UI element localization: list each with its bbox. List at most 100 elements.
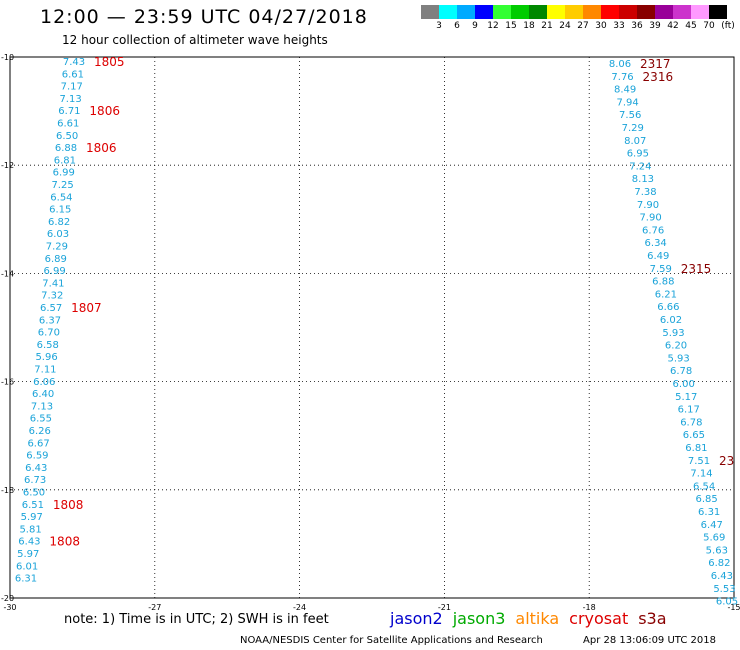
wave-height-value: 7.59 [650, 264, 672, 275]
legend-label: 70 [703, 21, 715, 31]
legend-swatch [493, 5, 511, 19]
wave-height-value: 5.53 [713, 584, 735, 595]
wave-height-value: 7.29 [622, 123, 644, 134]
map-border [9, 56, 735, 599]
wave-height-value: 6.58 [37, 340, 59, 351]
wave-height-value: 7.76 [611, 72, 633, 83]
wave-height-value: 6.31 [15, 574, 37, 585]
wave-height-value: 6.02 [660, 315, 682, 326]
legend-label: 6 [454, 21, 460, 31]
pass-time-label: 1807 [71, 301, 102, 315]
wave-height-value: 6.99 [53, 168, 75, 179]
wave-height-value: 6.66 [657, 302, 679, 313]
wave-height-value: 7.25 [51, 180, 73, 191]
wave-height-value: 6.95 [627, 149, 649, 160]
pass-time-label: 2317 [640, 57, 671, 71]
pass-time-label: 1805 [94, 55, 125, 69]
wave-height-value: 6.17 [678, 405, 700, 416]
wave-height-value: 7.24 [629, 161, 651, 172]
wave-height-value: 6.59 [26, 451, 48, 462]
legend-swatch [547, 5, 565, 19]
legend-label: 45 [685, 21, 697, 31]
legend-swatch [619, 5, 637, 19]
legend-label: 12 [487, 21, 499, 31]
wave-height-value: 6.20 [665, 341, 687, 352]
legend-label: 9 [472, 21, 478, 31]
wave-height-value: 6.65 [683, 430, 705, 441]
legend-label: 33 [613, 21, 625, 31]
wave-height-value: 6.01 [16, 561, 38, 572]
wave-height-value: 8.06 [609, 59, 631, 70]
pass-time-label: 23 [719, 454, 734, 468]
legend-swatch [601, 5, 619, 19]
wave-height-value: 7.41 [42, 278, 64, 289]
legend-swatch [457, 5, 475, 19]
lat-tick-label: -14 [1, 269, 14, 278]
wave-height-value: 6.88 [652, 277, 674, 288]
satellite-jason2: jason2 [390, 609, 443, 628]
pass-time-label: 2316 [643, 70, 674, 84]
legend-swatch [511, 5, 529, 19]
wave-height-value: 6.49 [647, 251, 669, 262]
wave-height-value: 6.81 [685, 443, 707, 454]
legend-label: 21 [541, 21, 553, 31]
wave-height-value: 6.31 [698, 507, 720, 518]
west-track: 7.436.617.177.136.716.616.506.886.816.99… [15, 55, 125, 585]
wave-height-value: 6.76 [642, 225, 664, 236]
lat-tick-label: -18 [1, 486, 14, 495]
wave-height-value: 6.05 [716, 597, 738, 608]
lon-tick-label: -15 [727, 603, 740, 612]
wave-height-value: 6.26 [29, 426, 51, 437]
wave-height-value: 6.61 [57, 119, 79, 130]
wave-height-value: 8.07 [624, 136, 646, 147]
lat-tick-label: -20 [1, 594, 14, 603]
map-title: 12:00 — 23:59 UTC 04/27/2018 [40, 6, 368, 28]
legend-label: 24 [559, 21, 571, 31]
wave-height-value: 6.21 [655, 289, 677, 300]
wave-height-value: 6.57 [40, 303, 62, 314]
wave-height-value: 6.43 [711, 571, 733, 582]
wave-height-value: 8.49 [614, 85, 636, 96]
wave-height-value: 6.61 [62, 69, 84, 80]
satellite-legend: jason2 jason3 altika cryosat s3a [390, 609, 677, 628]
wave-height-value: 6.15 [49, 205, 71, 216]
wave-height-value: 6.54 [50, 192, 72, 203]
lon-tick-label: -18 [583, 603, 596, 612]
wave-height-value: 6.82 [48, 217, 70, 228]
lon-tick-label: -27 [148, 603, 161, 612]
wave-height-value: 7.29 [46, 242, 68, 253]
legend-label: 27 [577, 21, 589, 31]
wave-height-value: 6.34 [645, 238, 667, 249]
wave-height-value: 6.99 [43, 266, 65, 277]
wave-height-value: 7.90 [639, 213, 661, 224]
wave-height-value: 7.13 [59, 94, 81, 105]
wave-height-value: 7.51 [688, 456, 710, 467]
wave-height-value: 5.97 [17, 549, 39, 560]
wave-height-value: 6.78 [680, 417, 702, 428]
satellite-jason3: jason3 [452, 609, 506, 628]
wave-height-value: 6.81 [54, 155, 76, 166]
lat-tick-label: -10 [1, 53, 14, 62]
wave-height-value: 6.00 [673, 379, 695, 390]
map-axes: -30 -27 -24 -21 -18 -15 -10 -12 -14 -16 -18 -20 [1, 53, 740, 612]
footer-note: note: 1) Time is in UTC; 2) SWH is in fe… [64, 612, 329, 627]
wave-height-value: 7.32 [41, 291, 63, 302]
wave-height-value: 6.55 [30, 414, 52, 425]
wave-height-value: 6.85 [695, 494, 717, 505]
wave-height-value: 5.97 [21, 512, 43, 523]
legend-swatch [475, 5, 493, 19]
wave-height-value: 6.06 [33, 377, 55, 388]
wave-height-value: 5.93 [667, 353, 689, 364]
wave-height-value: 6.78 [670, 366, 692, 377]
legend-swatch [421, 5, 439, 19]
legend-label: 15 [505, 21, 517, 31]
wave-height-value: 6.71 [58, 106, 80, 117]
legend-label: 3 [436, 21, 442, 31]
wave-height-value: 6.03 [47, 229, 69, 240]
legend-swatch [529, 5, 547, 19]
legend-label: 39 [649, 21, 661, 31]
wave-height-value: 7.14 [690, 469, 712, 480]
wave-height-value: 5.63 [706, 545, 728, 556]
wave-height-value: 7.38 [634, 187, 656, 198]
